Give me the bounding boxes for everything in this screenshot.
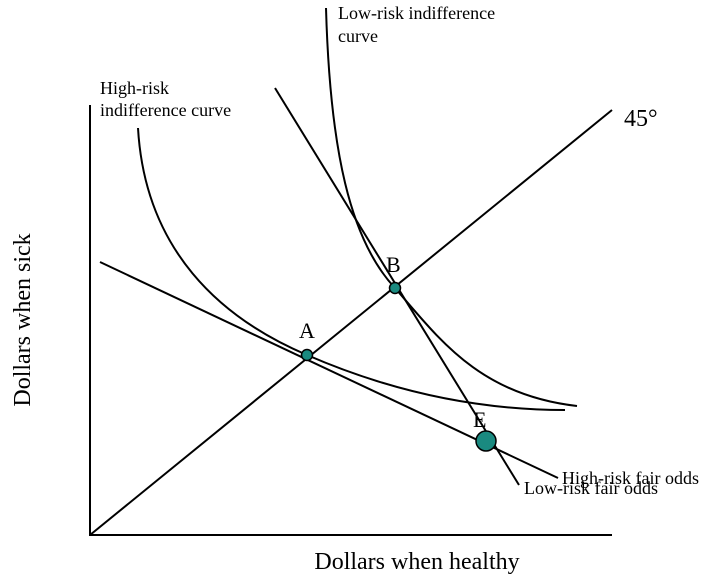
x-axis-label: Dollars when healthy bbox=[314, 549, 519, 575]
point-label: E bbox=[473, 407, 486, 432]
y-axis-label: Dollars when sick bbox=[10, 233, 36, 406]
line-label: High-risk fair odds bbox=[562, 468, 699, 488]
high-risk-indifference-curve bbox=[137, 127, 566, 411]
curve-label: curve bbox=[338, 26, 378, 46]
curve-label: indifference curve bbox=[100, 100, 231, 120]
low-risk-indifference-curve bbox=[325, 7, 578, 407]
point-a bbox=[300, 348, 314, 362]
point-label: A bbox=[299, 318, 315, 343]
point-label: B bbox=[386, 252, 401, 277]
line-label: Low-risk fair odds bbox=[524, 478, 658, 498]
curve-label: Low-risk indifference bbox=[338, 3, 495, 23]
diagonal-line bbox=[89, 109, 613, 536]
point-e bbox=[475, 430, 497, 452]
diagonal-label: 45° bbox=[624, 106, 658, 132]
curve-label: High-risk bbox=[100, 78, 169, 98]
point-b bbox=[388, 281, 402, 295]
